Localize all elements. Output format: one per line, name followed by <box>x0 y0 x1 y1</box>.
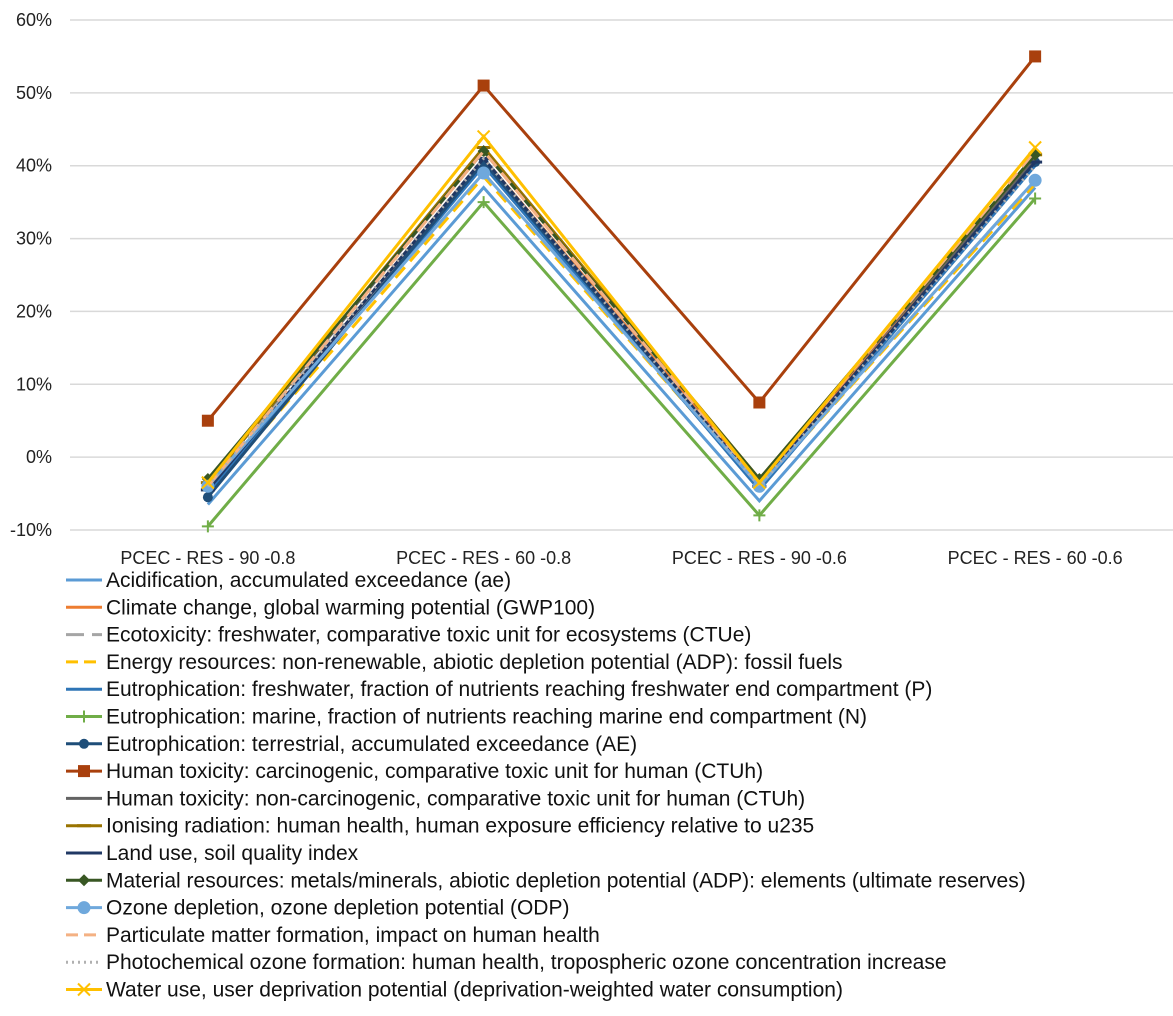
data-point <box>752 475 767 490</box>
y-tick-label: 0% <box>26 447 52 467</box>
series-6 <box>201 192 1042 533</box>
legend-label: Human toxicity: non-carcinogenic, compar… <box>106 787 805 810</box>
plot-area <box>200 50 1043 533</box>
x-tick-label: PCEC - RES - 60 -0.8 <box>396 548 571 568</box>
data-point <box>476 129 491 144</box>
data-point <box>201 475 215 490</box>
data-point <box>1028 140 1042 155</box>
data-point <box>1029 50 1042 63</box>
legend-label: Ionising radiation: human health, human … <box>106 815 814 838</box>
legend-label: Eutrophication: terrestrial, accumulated… <box>106 733 637 756</box>
legend-label: Ozone depletion, ozone depletion potenti… <box>106 897 569 920</box>
data-point <box>201 414 214 427</box>
legend-item: Ozone depletion, ozone depletion potenti… <box>66 897 569 920</box>
data-point <box>202 492 213 503</box>
legend-label: Water use, user deprivation potential (d… <box>106 979 843 1002</box>
legend-item: Land use, soil quality index <box>66 842 359 865</box>
legend-label: Eutrophication: marine, fraction of nutr… <box>106 706 867 729</box>
legend-item: Eutrophication: freshwater, fraction of … <box>66 678 932 701</box>
legend-marker <box>78 874 90 887</box>
data-point <box>477 166 491 180</box>
y-tick-label: 50% <box>16 83 52 103</box>
series-line <box>206 185 1037 506</box>
data-point <box>1028 173 1042 187</box>
y-axis: -10% 0% 10% 20% 30% 40% 50% 60% <box>10 10 52 540</box>
series-1 <box>206 185 1037 506</box>
legend-label: Material resources: metals/minerals, abi… <box>106 869 1026 892</box>
legend-marker <box>78 765 90 778</box>
legend-item: Eutrophication: marine, fraction of nutr… <box>66 706 867 729</box>
legend-label: Land use, soil quality index <box>106 842 359 865</box>
y-tick-label: 40% <box>16 156 52 176</box>
series-line <box>206 134 1037 486</box>
series-16 <box>201 129 1042 490</box>
legend-item: Photochemical ozone formation: human hea… <box>66 951 947 974</box>
series-line <box>206 156 1037 491</box>
legend-label: Eutrophication: freshwater, fraction of … <box>106 678 932 701</box>
legend-marker <box>78 710 90 723</box>
data-point <box>477 196 490 209</box>
legend: Acidification, accumulated exceedance (a… <box>66 569 1026 1002</box>
y-tick-label: 10% <box>16 374 52 394</box>
legend-item: Material resources: metals/minerals, abi… <box>66 869 1026 892</box>
series-line <box>206 197 1037 528</box>
y-tick-label: -10% <box>10 520 52 540</box>
legend-marker <box>77 982 91 997</box>
legend-item: Energy resources: non-renewable, abiotic… <box>66 651 843 674</box>
legend-item: Climate change, global warming potential… <box>66 596 595 619</box>
y-tick-label: 60% <box>16 10 52 30</box>
legend-item: Human toxicity: non-carcinogenic, compar… <box>66 787 805 810</box>
x-tick-label: PCEC - RES - 60 -0.6 <box>948 548 1123 568</box>
legend-label: Human toxicity: carcinogenic, comparativ… <box>106 760 763 783</box>
legend-label: Energy resources: non-renewable, abiotic… <box>106 651 843 674</box>
legend-label: Climate change, global warming potential… <box>106 596 595 619</box>
data-point <box>477 79 490 92</box>
legend-item: Ecotoxicity: freshwater, comparative tox… <box>66 624 751 647</box>
data-point <box>1029 192 1042 205</box>
y-tick-label: 30% <box>16 229 52 249</box>
series-line <box>206 170 1037 489</box>
gridlines <box>70 19 1173 531</box>
y-tick-label: 20% <box>16 301 52 321</box>
legend-label: Ecotoxicity: freshwater, comparative tox… <box>106 624 751 647</box>
data-point <box>753 509 766 522</box>
series-8 <box>201 50 1042 427</box>
legend-item: Ionising radiation: human health, human … <box>66 815 814 838</box>
legend-label: Acidification, accumulated exceedance (a… <box>106 569 511 592</box>
legend-item: Acidification, accumulated exceedance (a… <box>66 569 511 592</box>
legend-label: Photochemical ozone formation: human hea… <box>106 951 947 974</box>
legend-marker <box>79 738 89 749</box>
x-axis: PCEC - RES - 90 -0.8 PCEC - RES - 60 -0.8… <box>120 548 1122 568</box>
data-point <box>753 396 766 409</box>
legend-item: Eutrophication: terrestrial, accumulated… <box>66 733 637 756</box>
series-13 <box>201 166 1042 493</box>
series-line <box>206 55 1037 422</box>
legend-item: Human toxicity: carcinogenic, comparativ… <box>66 760 763 783</box>
x-tick-label: PCEC - RES - 90 -0.6 <box>672 548 847 568</box>
x-tick-label: PCEC - RES - 90 -0.8 <box>120 548 295 568</box>
legend-item: Water use, user deprivation potential (d… <box>66 979 843 1002</box>
legend-item: Particulate matter formation, impact on … <box>66 924 600 947</box>
data-point <box>201 520 214 533</box>
legend-label: Particulate matter formation, impact on … <box>106 924 600 947</box>
legend-marker <box>77 901 91 915</box>
